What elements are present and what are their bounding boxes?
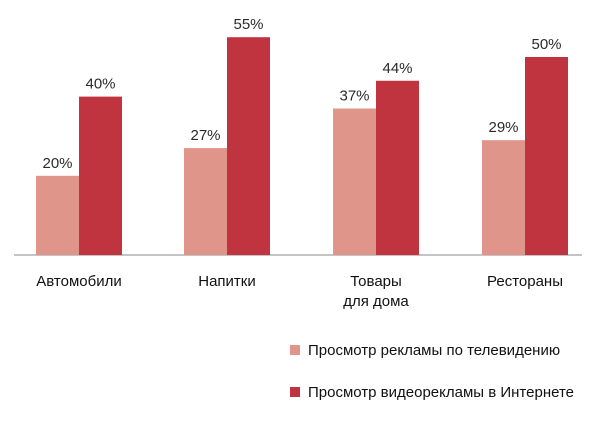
- legend-label-tv: Просмотр рекламы по телевидению: [308, 341, 561, 359]
- bar-internet-drinks: [227, 37, 270, 256]
- category-labels-group: Автомобили Напитки Товары для дома Рестораны: [36, 273, 563, 310]
- legend: Просмотр рекламы по телевидению Просмотр…: [290, 340, 574, 424]
- bar-tv-home: [333, 108, 376, 255]
- bar-value-label-tv-drinks: 27%: [190, 127, 220, 144]
- category-label-home-line-1: Товары: [350, 273, 402, 290]
- bar-value-label-internet-drinks: 55%: [233, 16, 263, 33]
- bar-value-label-internet-restaurants: 50%: [531, 36, 561, 53]
- category-label-auto: Автомобили: [36, 273, 121, 290]
- legend-item-internet: Просмотр видеорекламы в Интернете: [290, 382, 574, 402]
- legend-swatch-internet: [290, 387, 300, 397]
- legend-swatch-tv: [290, 345, 300, 355]
- bar-internet-restaurants: [525, 57, 568, 255]
- bar-tv-auto: [36, 175, 79, 255]
- bar-value-label-internet-home: 44%: [382, 60, 412, 77]
- bar-value-label-tv-restaurants: 29%: [488, 119, 518, 136]
- bar-value-label-tv-auto: 20%: [42, 155, 72, 172]
- legend-label-internet: Просмотр видеорекламы в Интернете: [308, 383, 574, 401]
- category-label-home-line-2: для дома: [343, 293, 409, 310]
- bar-labels-group: 20% 27% 37% 29% 40% 55% 44% 50%: [42, 16, 561, 172]
- bar-value-label-internet-auto: 40%: [85, 76, 115, 93]
- bar-internet-auto: [79, 96, 122, 255]
- bar-tv-restaurants: [482, 140, 525, 255]
- bars-group: [36, 37, 568, 256]
- category-label-restaurants: Рестораны: [487, 273, 563, 290]
- bar-value-label-tv-home: 37%: [339, 87, 369, 104]
- bar-tv-drinks: [184, 148, 227, 255]
- category-label-drinks: Напитки: [198, 273, 256, 290]
- legend-item-tv: Просмотр рекламы по телевидению: [290, 340, 574, 360]
- bar-internet-home: [376, 80, 419, 255]
